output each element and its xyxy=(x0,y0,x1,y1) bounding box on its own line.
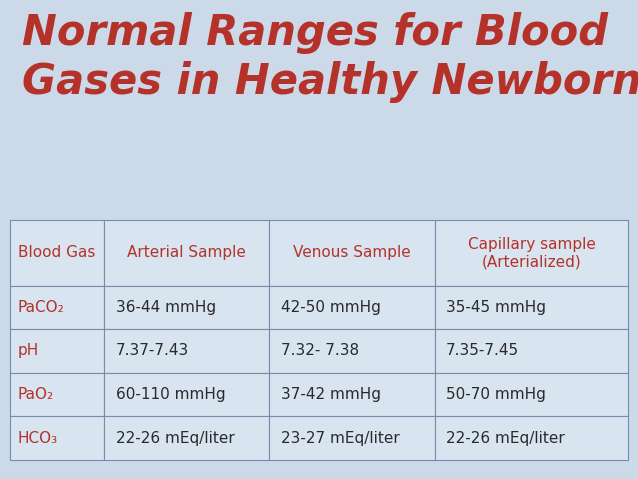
Text: Capillary sample
(Arterialized): Capillary sample (Arterialized) xyxy=(468,237,595,269)
Text: Venous Sample: Venous Sample xyxy=(293,246,411,261)
Text: 50-70 mmHg: 50-70 mmHg xyxy=(446,387,546,402)
Text: 36-44 mmHg: 36-44 mmHg xyxy=(115,300,216,315)
Text: 7.35-7.45: 7.35-7.45 xyxy=(446,343,519,358)
Text: 60-110 mmHg: 60-110 mmHg xyxy=(115,387,225,402)
Text: HCO₃: HCO₃ xyxy=(17,431,57,445)
Text: PaO₂: PaO₂ xyxy=(17,387,54,402)
Text: 23-27 mEq/liter: 23-27 mEq/liter xyxy=(281,431,400,445)
Text: pH: pH xyxy=(17,343,38,358)
Text: 7.37-7.43: 7.37-7.43 xyxy=(115,343,189,358)
Text: 22-26 mEq/liter: 22-26 mEq/liter xyxy=(115,431,235,445)
Text: 22-26 mEq/liter: 22-26 mEq/liter xyxy=(446,431,565,445)
Text: 37-42 mmHg: 37-42 mmHg xyxy=(281,387,381,402)
Text: Arterial Sample: Arterial Sample xyxy=(128,246,246,261)
Text: 42-50 mmHg: 42-50 mmHg xyxy=(281,300,381,315)
Text: Blood Gas: Blood Gas xyxy=(19,246,96,261)
Text: 7.32- 7.38: 7.32- 7.38 xyxy=(281,343,359,358)
Text: 35-45 mmHg: 35-45 mmHg xyxy=(446,300,546,315)
Text: PaCO₂: PaCO₂ xyxy=(17,300,64,315)
Text: Normal Ranges for Blood
Gases in Healthy Newborns: Normal Ranges for Blood Gases in Healthy… xyxy=(22,12,638,103)
